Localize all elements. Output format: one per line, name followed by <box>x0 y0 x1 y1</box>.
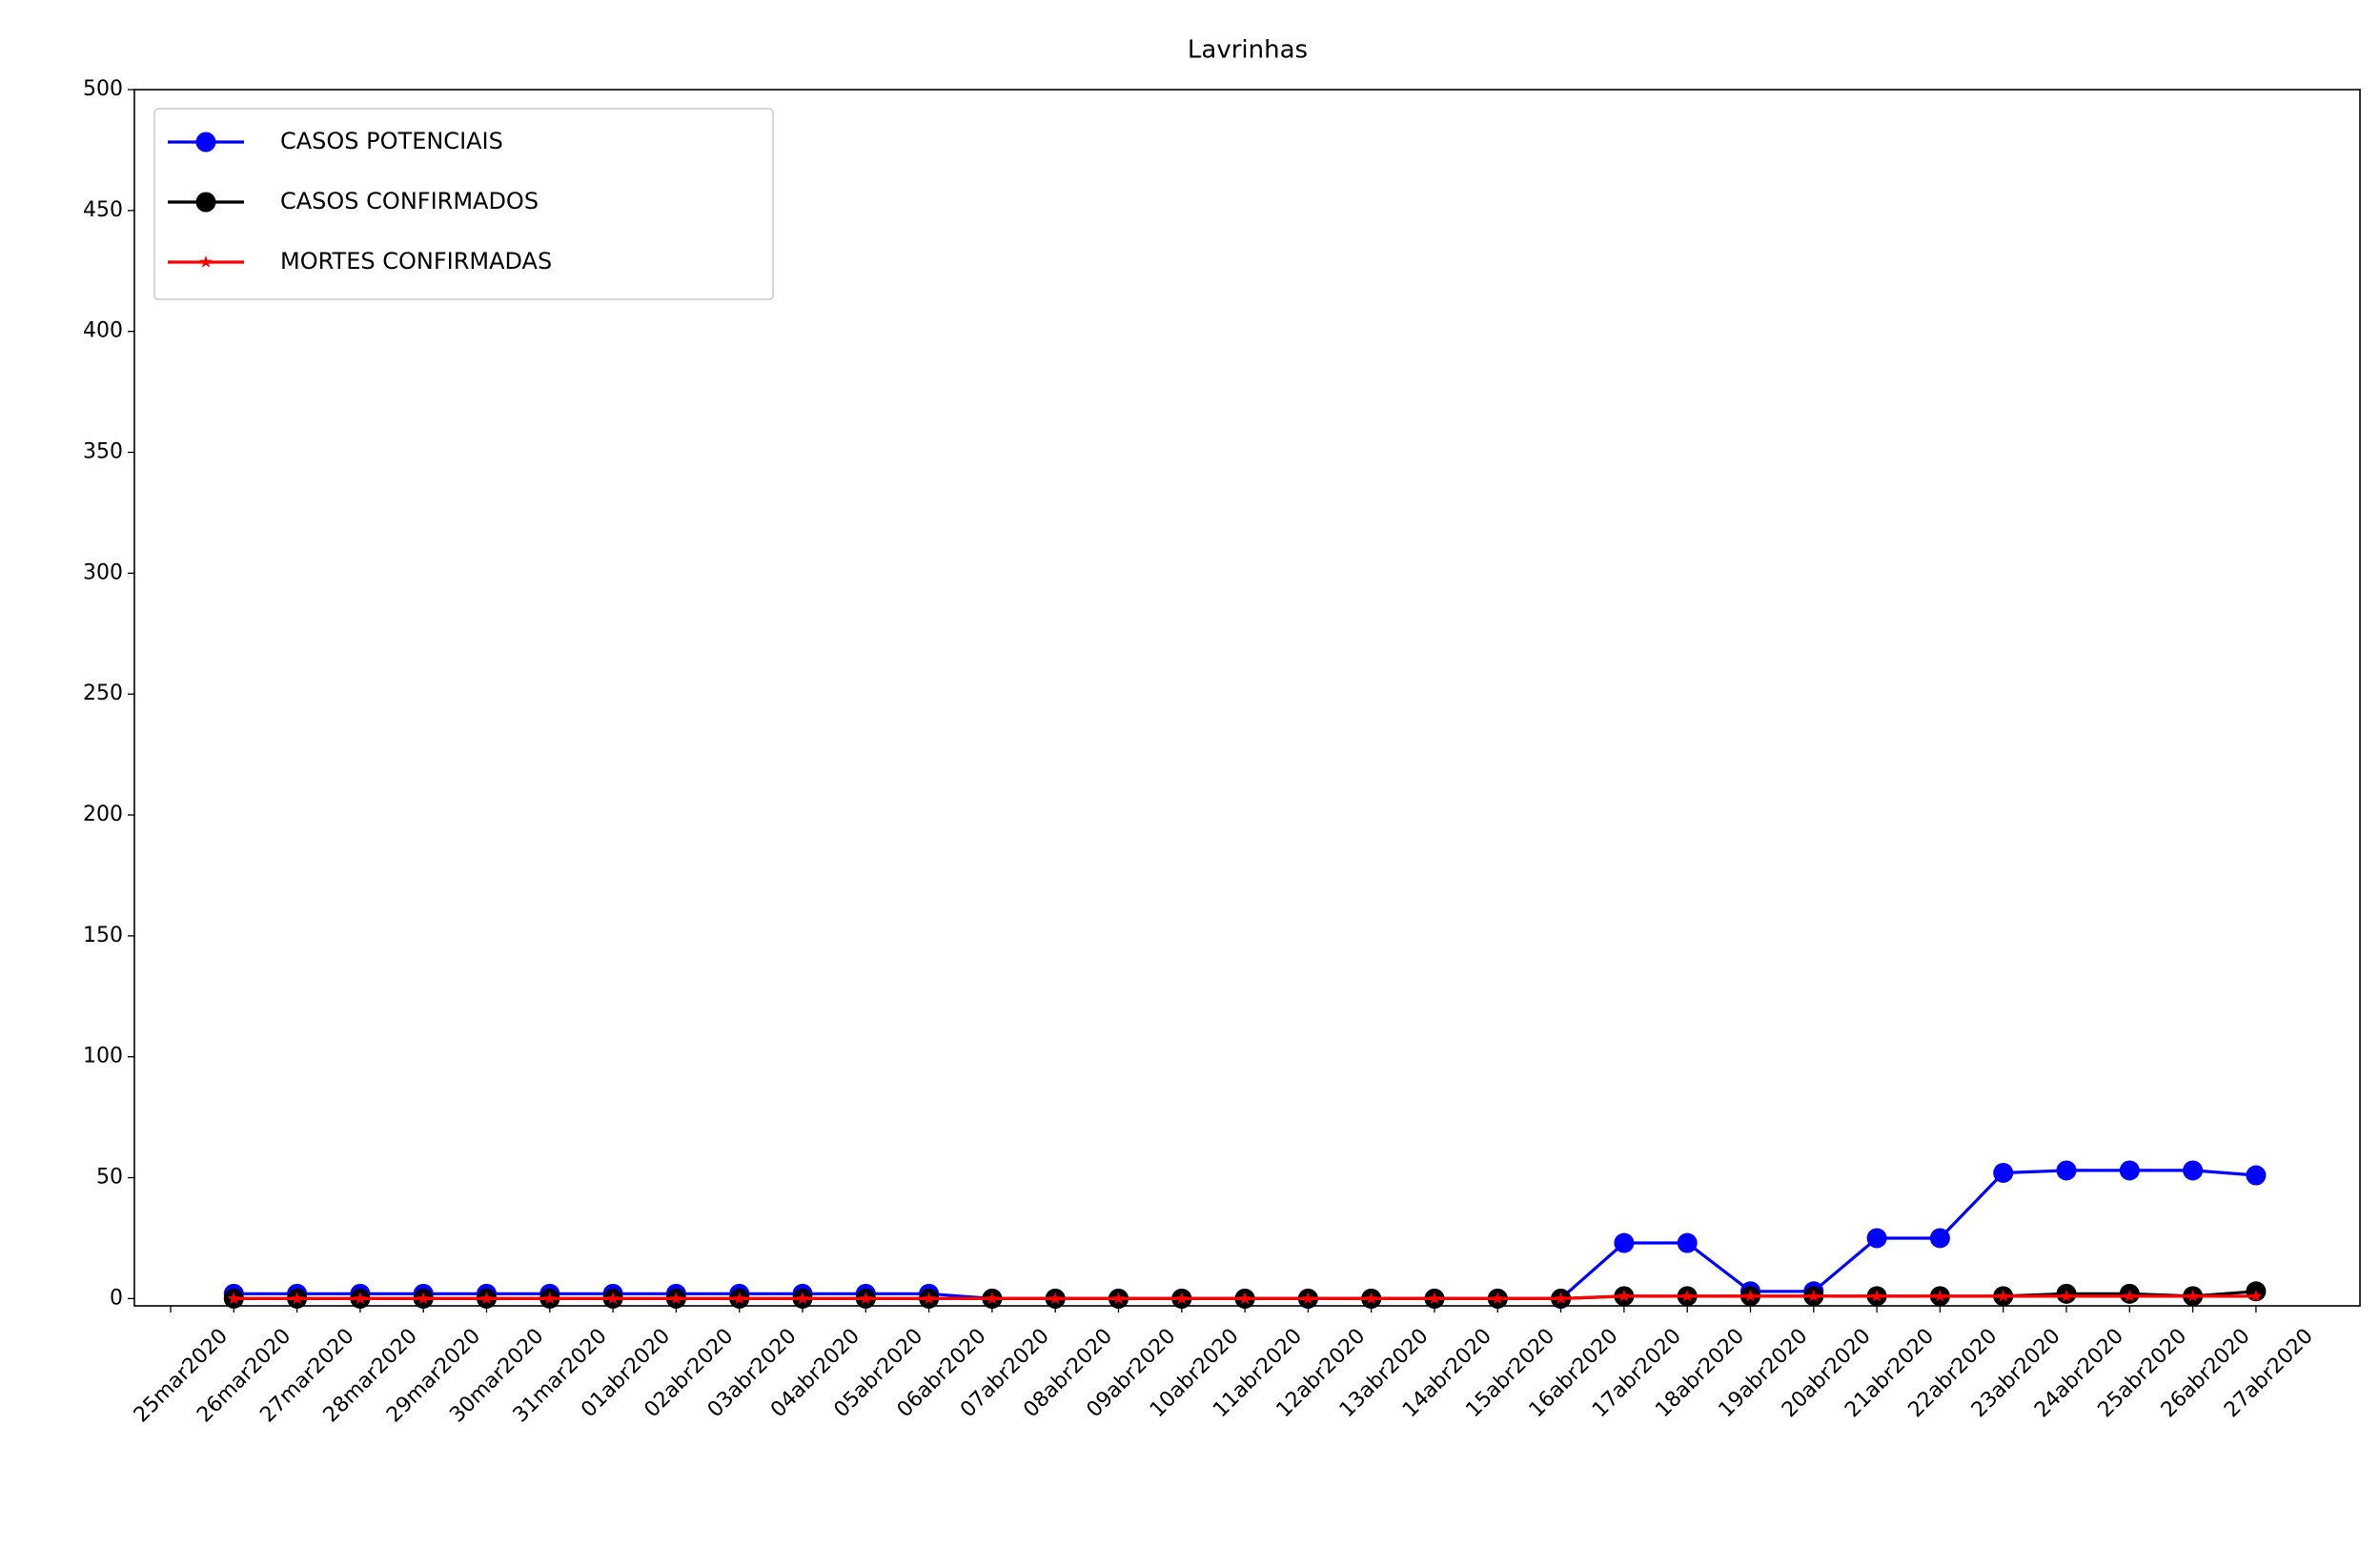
marker <box>1111 1292 1126 1305</box>
y-tick-label: 150 <box>83 924 123 947</box>
marker <box>2060 1289 2073 1302</box>
y-tick-label: 50 <box>96 1166 123 1190</box>
marker <box>2186 1289 2200 1302</box>
marker <box>1554 1292 1568 1305</box>
marker <box>1993 1162 2014 1183</box>
marker <box>1491 1292 1504 1305</box>
marker <box>227 1292 240 1305</box>
legend-marker <box>195 132 216 153</box>
marker <box>1807 1289 1821 1302</box>
marker <box>290 1292 304 1305</box>
legend-box <box>153 108 774 300</box>
series-line <box>234 1169 2257 1301</box>
marker <box>1301 1292 1315 1305</box>
legend: CASOS POTENCIAIS CASOS CONFIRMADOS MORTES … <box>153 108 774 300</box>
y-tick-label: 500 <box>83 77 123 101</box>
marker <box>859 1292 872 1305</box>
marker <box>1175 1292 1189 1305</box>
y-tick-label: 450 <box>83 198 123 222</box>
legend-label: CASOS CONFIRMADOS <box>280 188 539 214</box>
marker <box>543 1292 557 1305</box>
marker <box>1617 1289 1631 1302</box>
marker <box>1365 1292 1378 1305</box>
marker <box>1614 1232 1635 1253</box>
marker <box>2119 1160 2140 1181</box>
marker <box>606 1292 620 1305</box>
marker <box>2123 1289 2136 1302</box>
marker <box>2056 1160 2077 1181</box>
marker <box>1997 1289 2010 1302</box>
marker <box>669 1292 683 1305</box>
marker <box>796 1292 809 1305</box>
marker <box>1933 1289 1947 1302</box>
marker <box>922 1292 936 1305</box>
marker <box>417 1292 430 1305</box>
y-tick-label: 250 <box>83 682 123 705</box>
marker <box>354 1292 367 1305</box>
marker <box>1428 1292 1441 1305</box>
marker <box>2246 1165 2267 1186</box>
marker <box>1048 1292 1062 1305</box>
marker <box>1238 1292 1251 1305</box>
chart-title: Lavrinhas <box>1188 36 1308 65</box>
marker <box>1866 1228 1887 1249</box>
marker <box>1870 1289 1883 1302</box>
y-tick-label: 0 <box>110 1286 123 1310</box>
y-tick-label: 350 <box>83 440 123 464</box>
marker <box>986 1292 999 1305</box>
legend-label: MORTES CONFIRMADAS <box>280 248 552 275</box>
marker <box>1677 1232 1698 1253</box>
marker <box>2249 1289 2263 1302</box>
legend-marker <box>199 255 213 268</box>
marker <box>479 1292 494 1305</box>
marker <box>733 1292 746 1305</box>
marker <box>1743 1289 1758 1302</box>
marker <box>2183 1160 2204 1181</box>
legend-label: CASOS POTENCIAIS <box>280 128 503 154</box>
legend-marker <box>195 192 216 213</box>
y-tick-label: 300 <box>83 560 123 584</box>
marker <box>1680 1289 1694 1302</box>
y-tick-label: 400 <box>83 319 123 343</box>
y-tick-label: 200 <box>83 803 123 826</box>
marker <box>1929 1228 1950 1249</box>
y-tick-label: 100 <box>83 1045 123 1069</box>
